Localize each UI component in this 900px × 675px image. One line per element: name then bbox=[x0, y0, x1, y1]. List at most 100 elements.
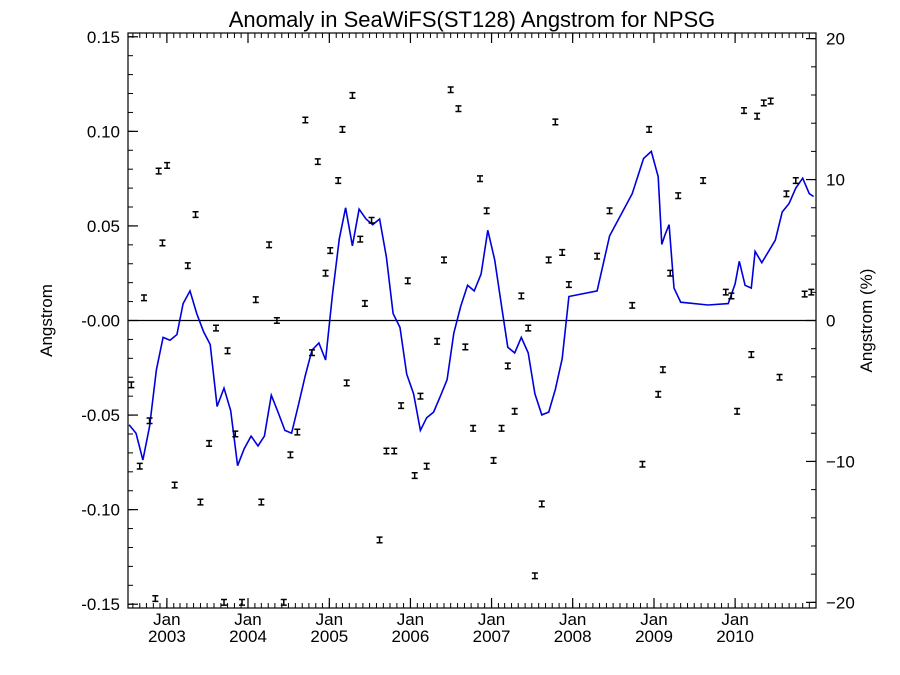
y-axis-label: Angstrom bbox=[37, 284, 56, 357]
error-bar-mark bbox=[404, 277, 411, 285]
error-bar-point bbox=[511, 407, 518, 415]
error-bar-point bbox=[391, 447, 398, 455]
error-bar-point bbox=[659, 366, 666, 374]
error-bar-point bbox=[447, 86, 454, 94]
error-bar-point bbox=[462, 343, 469, 351]
error-bar-mark bbox=[629, 301, 636, 309]
y2-tick-label: −10 bbox=[826, 452, 855, 471]
error-bar-mark bbox=[659, 366, 666, 374]
error-bar-point bbox=[164, 161, 171, 169]
error-bar-point bbox=[224, 347, 231, 355]
error-bar-mark bbox=[801, 290, 808, 298]
x-tick-year: 2005 bbox=[310, 627, 348, 646]
error-bar-mark bbox=[504, 362, 511, 370]
error-bar-mark bbox=[700, 176, 707, 185]
error-bar-point bbox=[504, 362, 511, 370]
error-bar-point bbox=[801, 290, 808, 298]
error-bar-mark bbox=[559, 248, 566, 256]
error-bar-point bbox=[357, 235, 364, 243]
error-bar-point bbox=[525, 324, 532, 332]
error-bar-mark bbox=[470, 424, 477, 432]
error-bar-point bbox=[368, 216, 375, 224]
error-bar-point bbox=[314, 158, 321, 166]
error-bar-mark bbox=[565, 281, 572, 289]
error-bar-point bbox=[531, 572, 538, 580]
error-bar-mark bbox=[152, 594, 159, 603]
error-bar-point bbox=[483, 207, 490, 215]
error-bar-mark bbox=[667, 269, 674, 277]
error-bar-point bbox=[128, 381, 135, 389]
error-bar-mark bbox=[206, 439, 213, 447]
x-tick-month: Jan bbox=[234, 610, 261, 629]
error-bar-mark bbox=[760, 99, 767, 107]
series-layer bbox=[128, 86, 816, 606]
error-bar-mark bbox=[434, 337, 441, 345]
y-tick-label: 0.15 bbox=[87, 28, 120, 47]
error-bar-mark bbox=[349, 91, 356, 99]
error-bar-point bbox=[434, 337, 441, 345]
error-bar-point bbox=[639, 460, 646, 468]
error-bar-mark bbox=[322, 269, 329, 277]
error-bar-mark bbox=[192, 211, 199, 219]
error-bar-point bbox=[146, 417, 153, 425]
error-bar-point bbox=[741, 106, 747, 115]
error-bar-mark bbox=[518, 292, 525, 300]
error-bar-point bbox=[477, 175, 483, 183]
error-bar-point bbox=[667, 269, 674, 277]
error-bar-mark bbox=[339, 125, 346, 134]
error-bar-point bbox=[252, 296, 259, 304]
x-tick-month: Jan bbox=[478, 610, 505, 629]
error-bar-point bbox=[411, 472, 418, 480]
error-bar-mark bbox=[309, 349, 315, 357]
error-bar-mark bbox=[767, 97, 774, 105]
error-bar-mark bbox=[184, 262, 191, 270]
error-bar-point bbox=[309, 349, 315, 357]
error-bar-point bbox=[383, 447, 390, 455]
x-tick-year: 2009 bbox=[635, 627, 673, 646]
error-bar-point bbox=[239, 598, 245, 606]
error-bar-mark bbox=[490, 456, 497, 465]
error-bar-mark bbox=[159, 239, 166, 247]
error-bar-point bbox=[518, 292, 525, 300]
x-tick-year: 2006 bbox=[392, 627, 430, 646]
error-bar-point bbox=[498, 424, 505, 432]
error-bar-point bbox=[776, 373, 783, 381]
error-bar-point bbox=[273, 316, 280, 325]
error-bar-point bbox=[417, 392, 424, 400]
error-bar-mark bbox=[294, 428, 301, 436]
error-bar-mark bbox=[741, 106, 747, 115]
error-bar-mark bbox=[376, 536, 383, 544]
error-bar-point bbox=[349, 91, 356, 99]
y2-tick-label: 0 bbox=[826, 312, 835, 331]
error-bar-point bbox=[559, 248, 566, 256]
y-tick-label: 0.05 bbox=[87, 217, 120, 236]
x-tick-year: 2007 bbox=[473, 627, 511, 646]
error-bar-point bbox=[783, 190, 790, 198]
x-tick-year: 2008 bbox=[554, 627, 592, 646]
error-bar-point bbox=[675, 192, 682, 200]
error-bar-mark bbox=[391, 447, 398, 455]
error-bar-point bbox=[192, 211, 199, 219]
x-tick-month: Jan bbox=[316, 610, 343, 629]
x-tick-month: Jan bbox=[397, 610, 424, 629]
x-tick-year: 2003 bbox=[148, 627, 186, 646]
error-bar-mark bbox=[141, 294, 147, 302]
x-tick-month: Jan bbox=[640, 610, 667, 629]
error-bar-point bbox=[361, 299, 368, 308]
error-bar-mark bbox=[171, 481, 178, 489]
error-bar-mark bbox=[155, 167, 162, 175]
x-tick-month: Jan bbox=[559, 610, 586, 629]
error-bar-point bbox=[655, 390, 662, 398]
y-tick-label: -0.05 bbox=[81, 406, 120, 425]
error-bar-point bbox=[398, 402, 405, 410]
error-bar-mark bbox=[483, 207, 490, 215]
error-bar-mark bbox=[447, 86, 454, 94]
error-bar-mark bbox=[455, 105, 462, 113]
error-bar-mark bbox=[197, 498, 204, 506]
error-bar-mark bbox=[239, 598, 245, 606]
error-bar-mark bbox=[398, 402, 405, 410]
error-bar-point bbox=[141, 294, 147, 302]
error-bar-point bbox=[294, 428, 301, 436]
error-bar-point bbox=[470, 424, 477, 432]
